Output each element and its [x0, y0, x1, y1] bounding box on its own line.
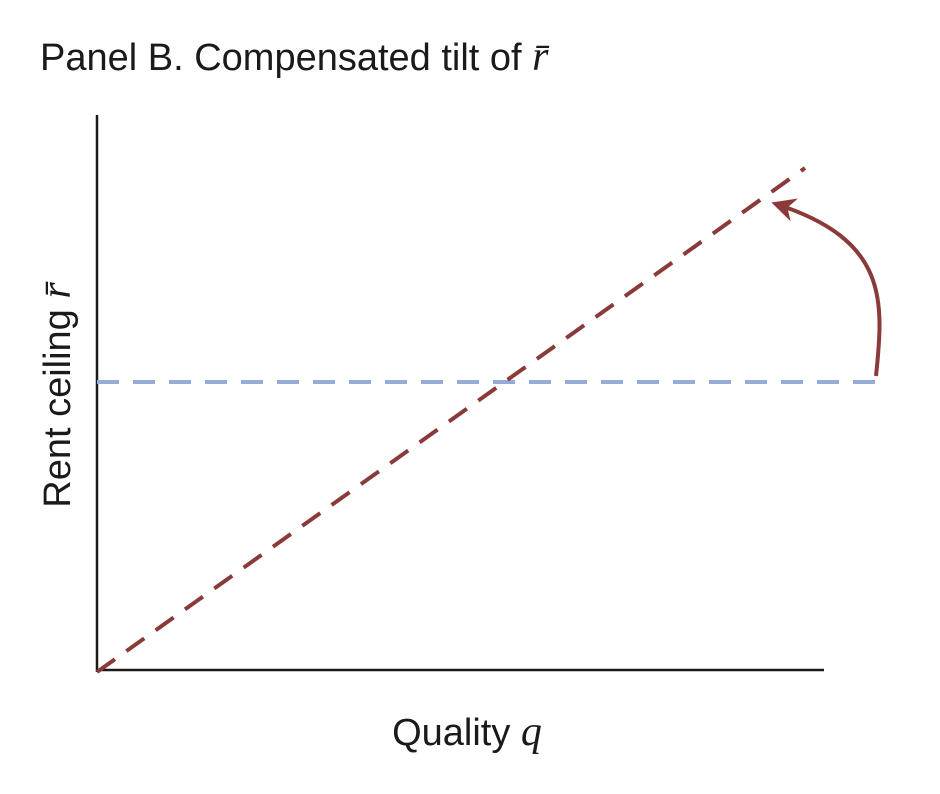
title: Panel B. Compensated tilt of r̄ — [40, 34, 550, 80]
y-label: Rent ceiling r̄ — [34, 281, 80, 508]
y-label-text: Rent ceiling — [37, 309, 79, 508]
tilted-ceiling — [95, 166, 807, 674]
y-label-symbol: r̄ — [34, 281, 80, 299]
tilt-arrow — [771, 198, 882, 377]
x-label-symbol: q — [521, 709, 542, 755]
title-text: Panel B. Compensated tilt of — [40, 37, 522, 79]
title-symbol: r̄ — [532, 34, 550, 80]
x-label: Quality q — [392, 709, 542, 755]
x-label-text: Quality — [392, 712, 510, 754]
